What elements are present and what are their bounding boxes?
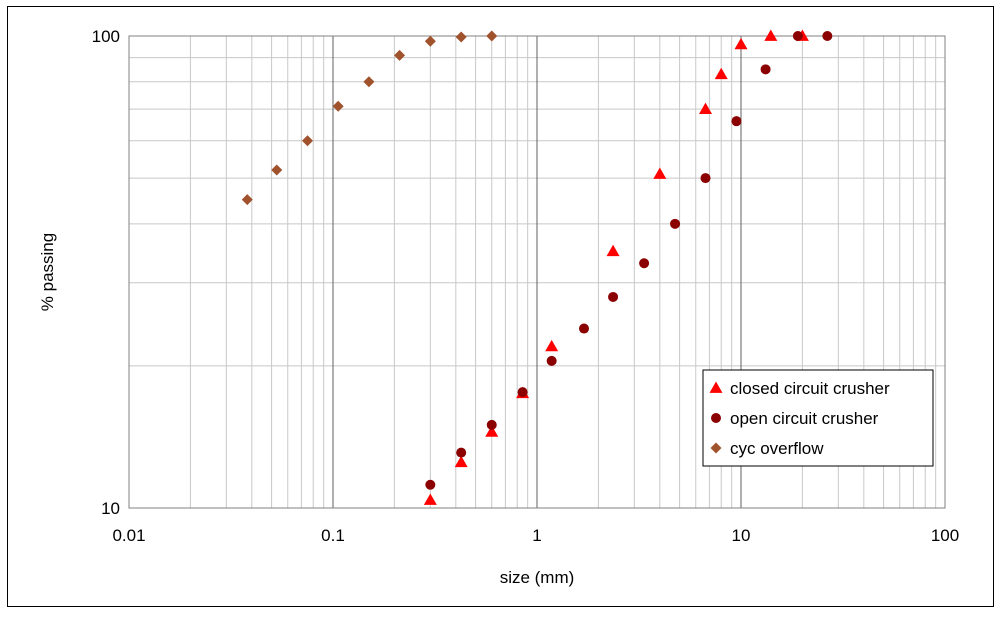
- data-point: [653, 167, 667, 179]
- data-point: [546, 355, 557, 366]
- legend: closed circuit crusher open circuit crush…: [702, 369, 934, 467]
- data-point: [424, 35, 436, 47]
- y-tick-label: 100: [92, 27, 120, 46]
- data-point: [760, 64, 771, 75]
- data-point: [792, 31, 803, 41]
- series-open-circuit-crusher: [425, 31, 833, 490]
- legend-marker: [709, 381, 723, 393]
- data-point: [302, 135, 314, 147]
- data-point: [425, 479, 436, 490]
- data-point: [639, 258, 650, 269]
- legend-marker: [711, 413, 721, 423]
- data-point: [670, 218, 681, 229]
- data-point: [608, 291, 619, 302]
- legend-entry-label: closed circuit crusher: [730, 379, 890, 398]
- y-axis-title: % passing: [38, 233, 57, 311]
- data-point: [764, 29, 778, 41]
- data-point: [734, 37, 748, 50]
- data-point: [517, 387, 528, 398]
- x-tick-label: 0.01: [112, 526, 145, 545]
- plot-area-border: [128, 35, 946, 509]
- series-cyc-overflow: [241, 30, 498, 206]
- data-point: [699, 102, 713, 114]
- data-point: [486, 419, 497, 430]
- data-point: [455, 31, 467, 43]
- x-tick-label: 10: [732, 526, 751, 545]
- data-point: [456, 447, 467, 458]
- data-point: [731, 116, 742, 127]
- y-tick-label: 10: [101, 499, 120, 518]
- legend-entry-label: open circuit crusher: [730, 409, 879, 428]
- x-tick-label: 100: [931, 526, 959, 545]
- data-point: [714, 67, 728, 80]
- x-axis-tick-labels: 0.01 0.1 1 10 100: [112, 526, 959, 545]
- data-point: [545, 339, 559, 352]
- legend-marker: [710, 442, 722, 454]
- data-point: [822, 31, 833, 41]
- data-points: [241, 29, 833, 505]
- data-point: [485, 425, 499, 437]
- data-point: [454, 455, 468, 468]
- data-point: [363, 76, 375, 88]
- x-tick-label: 0.1: [321, 526, 345, 545]
- x-tick-label: 1: [532, 526, 541, 545]
- data-point: [486, 30, 498, 42]
- legend-box: [702, 369, 934, 467]
- legend-entry-label: cyc overflow: [730, 439, 824, 458]
- data-point: [332, 100, 344, 112]
- data-point: [241, 194, 253, 206]
- data-point: [606, 244, 620, 257]
- data-point: [579, 323, 590, 334]
- data-point: [700, 173, 711, 184]
- data-point: [394, 49, 406, 61]
- data-point: [423, 493, 437, 505]
- data-point: [271, 164, 283, 176]
- y-axis-tick-labels: 10 100: [92, 27, 120, 518]
- chart-frame: [7, 6, 994, 607]
- x-axis-title: size (mm): [500, 568, 575, 587]
